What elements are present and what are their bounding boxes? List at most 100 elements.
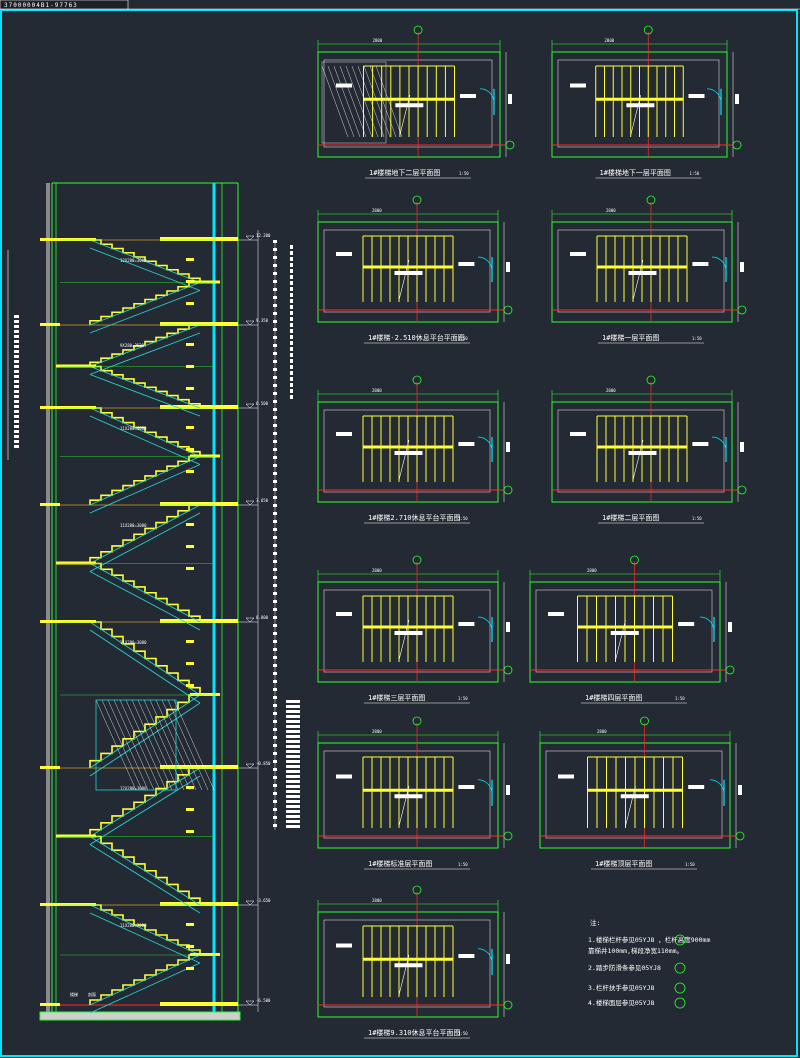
- section-dim-text-block: [273, 456, 277, 459]
- plan-tread-note: [394, 631, 423, 635]
- section-landing-slab: [40, 903, 60, 906]
- plan-wall-inner: [557, 229, 725, 313]
- plan-side-text: [506, 442, 510, 452]
- section-side-text: [14, 445, 19, 448]
- section-dim-text-block: [273, 496, 277, 499]
- section-dim-text-block: [273, 288, 277, 291]
- section-side-text: [14, 400, 19, 403]
- section-stair-soffit: [89, 247, 201, 291]
- section-dim-text-block: [273, 800, 277, 803]
- plan-level-mark: [558, 774, 574, 779]
- section-landing-slab: [40, 406, 60, 409]
- plan-title: 1#楼梯地下二层平面图: [369, 168, 440, 177]
- plan-scale: 1:50: [458, 336, 468, 341]
- section-dim-text-block: [273, 704, 277, 707]
- section-note-block: [290, 251, 293, 255]
- plan-level-mark: [570, 83, 586, 88]
- section-level-triangle: [245, 617, 255, 623]
- section-level-label: 3.650: [256, 498, 269, 503]
- section-side-text: [14, 390, 19, 393]
- plan-level-mark: [570, 252, 586, 256]
- plan-hatch-line: [351, 65, 379, 138]
- plan-level-mark: [458, 954, 475, 958]
- section-note-block: [290, 389, 293, 393]
- plan-tread-note: [395, 103, 424, 108]
- section-dim-text-block: [273, 344, 277, 347]
- section-rail-mark: [186, 387, 194, 390]
- section-dim-text-block: [273, 392, 277, 395]
- stair-plan-4: 2800 1#楼梯一层平面图 1:50: [551, 195, 747, 344]
- plan-walk-arrow: [398, 619, 410, 661]
- section-note-block: [290, 257, 293, 261]
- section-level-triangle: [245, 403, 255, 409]
- section-flight-label: 11X280=3080: [120, 640, 147, 645]
- section-dim-text-block: [273, 792, 277, 795]
- section-dim-text-block: [273, 648, 277, 651]
- stair-plan-2: 2800 1#楼梯地下一层平面图 1:50: [551, 25, 742, 179]
- section-note-block: [286, 705, 300, 708]
- section-dim-text-block: [273, 352, 277, 355]
- section-mid-landing: [190, 280, 220, 284]
- section-level-triangle: [245, 320, 255, 326]
- stair-plan-6: 2800 1#楼梯二层平面图 1:50: [551, 375, 747, 524]
- plan-level-mark: [459, 94, 476, 98]
- section-dim-text-block: [273, 816, 277, 819]
- plan-level-mark: [678, 622, 695, 626]
- section-stair-soffit: [89, 571, 201, 631]
- plan-level-mark: [336, 83, 352, 88]
- notes-item: 4.楼梯面层参见05YJ8: [588, 998, 654, 1007]
- section-dim-text-block: [273, 480, 277, 483]
- section-dim-text-block: [273, 616, 277, 619]
- plan-walk-arrow: [630, 94, 642, 136]
- section-landing-slab: [40, 238, 60, 241]
- section-note-block: [286, 790, 300, 793]
- section-dim-text-block: [273, 320, 277, 323]
- section-note-block: [290, 335, 293, 339]
- plan-title: 1#楼梯-2.510休息平台平面图: [368, 333, 465, 342]
- section-level-label: -6.500: [256, 998, 271, 1003]
- plan-axis-bubble: [412, 375, 422, 385]
- plan-hatch-line: [339, 65, 367, 138]
- section-note-block: [286, 800, 300, 803]
- section-rail-mark: [186, 258, 194, 261]
- section-note-block: [286, 810, 300, 813]
- plan-scale: 1:50: [459, 171, 469, 176]
- section-side-text: [14, 345, 19, 348]
- section-level-triangle: [245, 900, 255, 906]
- plan-wall-outer: [551, 401, 733, 503]
- plan-level-mark: [570, 432, 586, 436]
- section-side-text: [14, 395, 19, 398]
- plan-scale: 1:50: [458, 696, 468, 701]
- plan-dim-text: 2800: [372, 568, 382, 573]
- section-hatch-line: [125, 699, 167, 791]
- section-rail-mark: [186, 426, 194, 429]
- section-note-block: [286, 815, 300, 818]
- plan-level-mark: [458, 622, 475, 626]
- section-side-text: [14, 420, 19, 423]
- notes-detail-bubble: [674, 982, 686, 994]
- section-flight-label: 12X280=3080: [120, 786, 147, 791]
- plan-hatch-line: [357, 65, 385, 138]
- section-flight-label: 12X280=3080: [120, 258, 147, 263]
- section-dim-text-block: [273, 272, 277, 275]
- section-landing-slab: [40, 620, 60, 623]
- stair-notes: 注: 1.楼梯栏杆参见05YJ8 ，栏杆高度900mm 靠梯井100mm,梯段净宽…: [588, 918, 710, 1009]
- section-dim-text-block: [273, 368, 277, 371]
- plan-side-text: [506, 954, 510, 964]
- section-dim-text-block: [273, 488, 277, 491]
- plan-wall-outer: [551, 221, 733, 323]
- plan-axis-bubble: [412, 195, 422, 205]
- plan-walk-arrow: [632, 439, 644, 481]
- section-dim-text-block: [273, 472, 277, 475]
- section-stair-stringer: [89, 621, 201, 696]
- section-note-block: [290, 359, 293, 363]
- section-mid-landing: [56, 238, 96, 241]
- notes-item: 2.踏步防滑条参见05YJ8: [588, 963, 661, 972]
- section-dim-text-block: [273, 584, 277, 587]
- plan-title: 1#楼梯一层平面图: [602, 333, 659, 342]
- section-rail-mark: [186, 448, 194, 451]
- section-side-text: [14, 340, 19, 343]
- plan-scale: 1:50: [690, 171, 700, 176]
